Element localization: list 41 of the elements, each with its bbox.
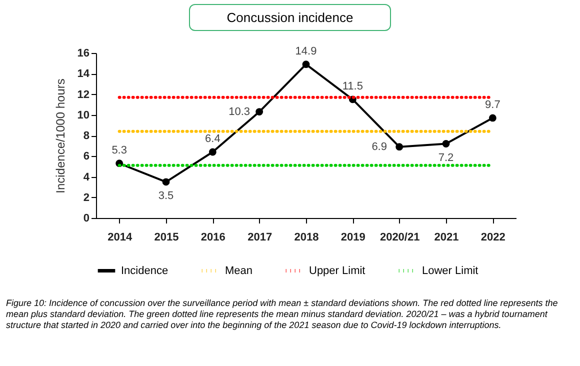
- point: [442, 140, 450, 148]
- y-tick-label: 10: [77, 109, 90, 122]
- data-label: 7.2: [438, 152, 454, 164]
- data-label: 5.3: [112, 144, 127, 156]
- data-label: 14.9: [295, 45, 317, 58]
- x-tick-label: 2022: [480, 232, 506, 244]
- y-axis-title: Incidence/1000 hours: [53, 78, 68, 194]
- point: [396, 143, 404, 151]
- y-tick-label: 0: [83, 212, 90, 224]
- legend-label: Incidence: [121, 264, 168, 277]
- x-tick-label: 2015: [154, 232, 179, 244]
- chart-title: Concussion incidence: [189, 4, 391, 31]
- data-label: 9.7: [485, 98, 500, 111]
- x-tick-label: 2020/21: [380, 232, 420, 244]
- x-tick-label: 2018: [294, 232, 319, 244]
- point: [302, 60, 310, 68]
- data-label: 6.9: [372, 140, 387, 153]
- y-tick-label: 4: [83, 171, 90, 184]
- y-tick-label: 12: [77, 88, 90, 101]
- y-tick-label: 6: [83, 150, 90, 163]
- data-label: 10.3: [228, 106, 250, 118]
- x-tick-label: 2021: [434, 232, 459, 244]
- data-label: 11.5: [342, 80, 363, 92]
- x-tick-label: 2019: [340, 232, 366, 244]
- data-label: 3.5: [158, 190, 174, 202]
- legend-label: Upper Limit: [309, 264, 366, 277]
- x-tick-label: 2016: [200, 232, 226, 244]
- y-tick-label: 2: [83, 192, 90, 204]
- y-tick-label: 14: [77, 68, 90, 80]
- point: [256, 108, 264, 116]
- legend-label: Lower Limit: [422, 264, 478, 277]
- caption: Figure 10: Incidence of concussion over the surveillance period with mean ± standard deviations shown. The red dotted line represents the mean plus standard deviation. The green dotted line represents the mean minus standard deviation. 2020/21 – was a hybrid tournament structure that started in 2020 and carried over into the beginning of the 2021 season due to Covid-19 lockdown interruptions.: [6, 298, 559, 331]
- x-tick-label: 2017: [248, 232, 272, 244]
- point: [162, 178, 170, 186]
- point: [208, 148, 216, 156]
- x-tick-label: 2014: [108, 232, 133, 244]
- y-tick-label: 16: [77, 48, 90, 60]
- y-tick-label: 8: [83, 130, 90, 142]
- data-label: 6.4: [205, 133, 220, 145]
- point: [488, 114, 496, 122]
- legend-label: Mean: [225, 264, 253, 277]
